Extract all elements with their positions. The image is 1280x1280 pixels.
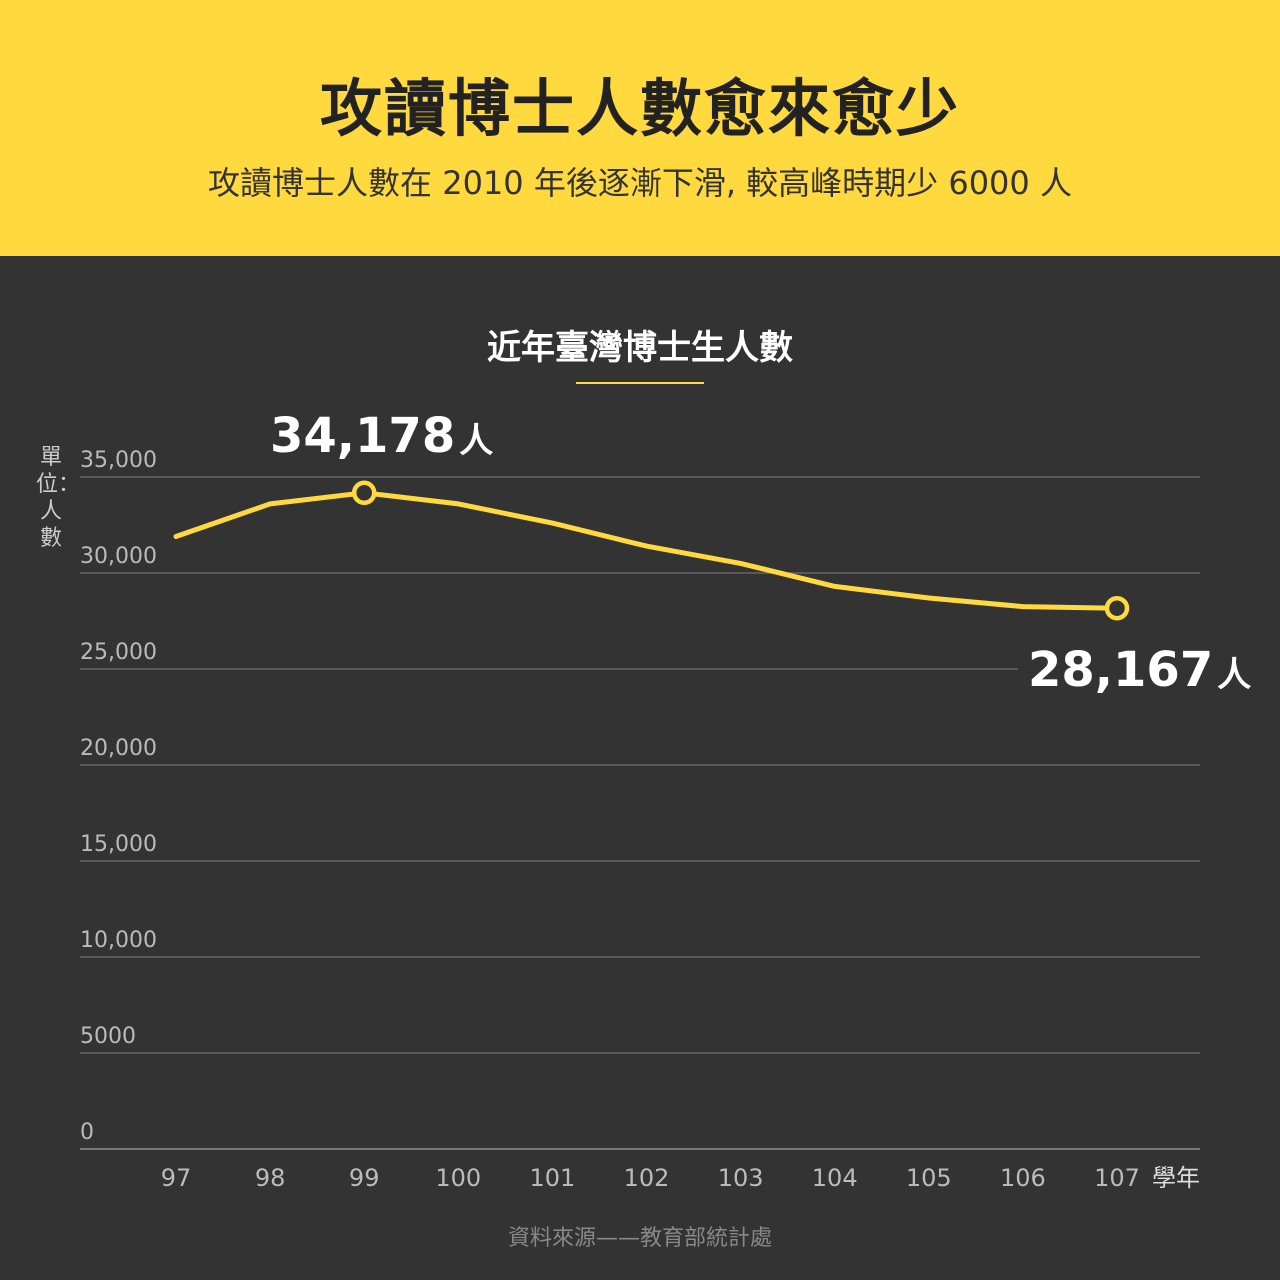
x-tick-labels: 97 98 99 100 101 102 103 104 105 106 107 [161,1164,1140,1192]
x-tick-label: 105 [906,1164,952,1192]
series-line-group [173,490,1120,611]
x-tick-label: 102 [624,1164,670,1192]
highlight-point-marker [1104,595,1130,621]
latest-callout-unit: 人 [1217,655,1251,695]
y-tick-label: 25,000 [80,640,157,665]
y-tick-label: 5000 [80,1024,136,1049]
x-tick-label: 101 [529,1164,575,1192]
x-tick-label: 104 [812,1164,858,1192]
y-axis-unit-label: 單位：人數 [36,445,81,551]
series-line [173,490,1120,611]
x-tick-label: 103 [718,1164,764,1192]
x-tick-label: 106 [1000,1164,1046,1192]
latest-callout-number: 28,167 [1028,642,1213,698]
gridlines [80,476,1200,1150]
y-tick-label: 10,000 [80,928,157,953]
chart-title: 近年臺灣博士生人數 [487,328,793,368]
y-tick-label: 30,000 [80,544,157,569]
peak-callout-number: 34,178 [270,408,455,464]
y-tick-labels: 0 5000 10,000 15,000 20,000 25,000 30,000 35,00… [80,448,157,1145]
x-tick-label: 98 [255,1164,286,1192]
highlight-point-marker [351,480,377,506]
x-tick-label: 97 [161,1164,192,1192]
peak-callout: 34,178 人 [270,408,493,464]
y-tick-label: 0 [80,1120,94,1145]
latest-callout: 28,167 人 [1028,642,1251,698]
header-banner: 攻讀博士人數愈來愈少 攻讀博士人數在 2010 年後逐漸下滑, 較高峰時期少 6… [0,0,1280,256]
chart-title-underline [576,382,704,384]
y-tick-label: 20,000 [80,736,157,761]
x-tick-label: 100 [435,1164,481,1192]
chart-panel [0,256,1280,1280]
x-tick-label: 99 [349,1164,380,1192]
y-tick-label: 35,000 [80,448,157,473]
highlight-markers [351,480,1130,621]
callouts: 34,178 人 28,167 人 [270,408,1262,698]
callout-background [1018,642,1262,698]
x-tick-label: 107 [1094,1164,1140,1192]
page-title: 攻讀博士人數愈來愈少 [319,72,960,145]
source-note: 資料來源——教育部統計處 [507,1226,772,1251]
peak-callout-unit: 人 [459,421,493,461]
page-subtitle: 攻讀博士人數在 2010 年後逐漸下滑, 較高峰時期少 6000 人 [208,164,1072,202]
y-tick-label: 15,000 [80,832,157,857]
x-axis-unit: 學年 [1152,1164,1200,1192]
